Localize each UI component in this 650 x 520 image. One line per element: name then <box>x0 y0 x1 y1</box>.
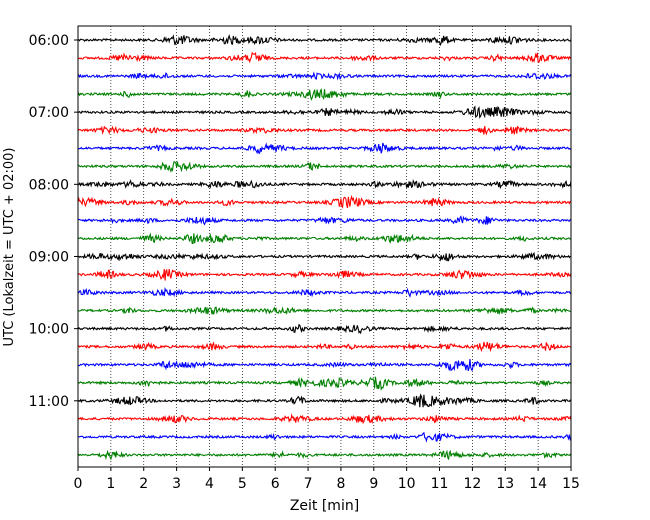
x-tick-label-3: 3 <box>172 476 181 492</box>
plot-frame <box>77 25 572 468</box>
trace-0745 <box>77 160 572 173</box>
x-tick-label-7: 7 <box>304 476 313 492</box>
y-tick-label-09:00: 09:00 <box>29 249 69 265</box>
x-tick-label-11: 11 <box>431 476 449 492</box>
trace-0730 <box>77 142 572 155</box>
trace-1145 <box>77 449 572 461</box>
trace-1100 <box>77 393 572 408</box>
y-tick-label-08:00: 08:00 <box>29 177 69 193</box>
x-axis-label: Zeit [min] <box>290 498 359 514</box>
trace-0630 <box>77 71 572 81</box>
trace-1130 <box>77 431 572 443</box>
y-tick-label-06:00: 06:00 <box>29 33 69 49</box>
x-tick-label-0: 0 <box>74 476 83 492</box>
y-tick-label-10:00: 10:00 <box>29 322 69 338</box>
trace-0800 <box>77 179 572 190</box>
trace-0900 <box>77 251 572 262</box>
x-tick-label-5: 5 <box>238 476 247 492</box>
x-tick-label-8: 8 <box>336 476 345 492</box>
trace-0830 <box>77 215 572 226</box>
trace-0700 <box>77 105 572 119</box>
y-axis-ticks: 06:00 07:00 08:00 09:00 10:00 11:00 <box>29 33 78 410</box>
x-tick-label-13: 13 <box>496 476 514 492</box>
x-tick-label-4: 4 <box>205 476 214 492</box>
y-axis-label: UTC (Lokalzeit = UTC + 02:00) <box>2 148 17 347</box>
trace-0845 <box>77 232 572 245</box>
x-tick-label-12: 12 <box>463 476 481 492</box>
trace-1030 <box>77 358 572 372</box>
y-tick-label-11:00: 11:00 <box>29 394 69 410</box>
y-tick-label-07:00: 07:00 <box>29 105 69 121</box>
x-tick-label-6: 6 <box>271 476 280 492</box>
x-tick-label-1: 1 <box>106 476 115 492</box>
x-tick-label-2: 2 <box>139 476 148 492</box>
trace-0600 <box>77 33 572 47</box>
trace-1045 <box>77 376 572 391</box>
trace-1015 <box>77 341 572 353</box>
trace-0915 <box>77 268 572 281</box>
x-tick-label-10: 10 <box>398 476 416 492</box>
trace-0715 <box>77 125 572 136</box>
seismic-traces <box>77 33 572 461</box>
trace-0815 <box>77 194 572 209</box>
trace-1000 <box>77 323 572 335</box>
trace-0645 <box>77 87 572 101</box>
x-tick-label-15: 15 <box>562 476 580 492</box>
trace-1115 <box>77 413 572 425</box>
trace-0615 <box>77 51 572 64</box>
x-axis-ticks: 0 1 2 3 4 5 6 7 8 9 10 11 12 13 14 15 <box>74 467 580 492</box>
trace-0930 <box>77 286 572 298</box>
x-tick-label-14: 14 <box>529 476 547 492</box>
trace-0945 <box>77 306 572 316</box>
x-tick-label-9: 9 <box>369 476 378 492</box>
